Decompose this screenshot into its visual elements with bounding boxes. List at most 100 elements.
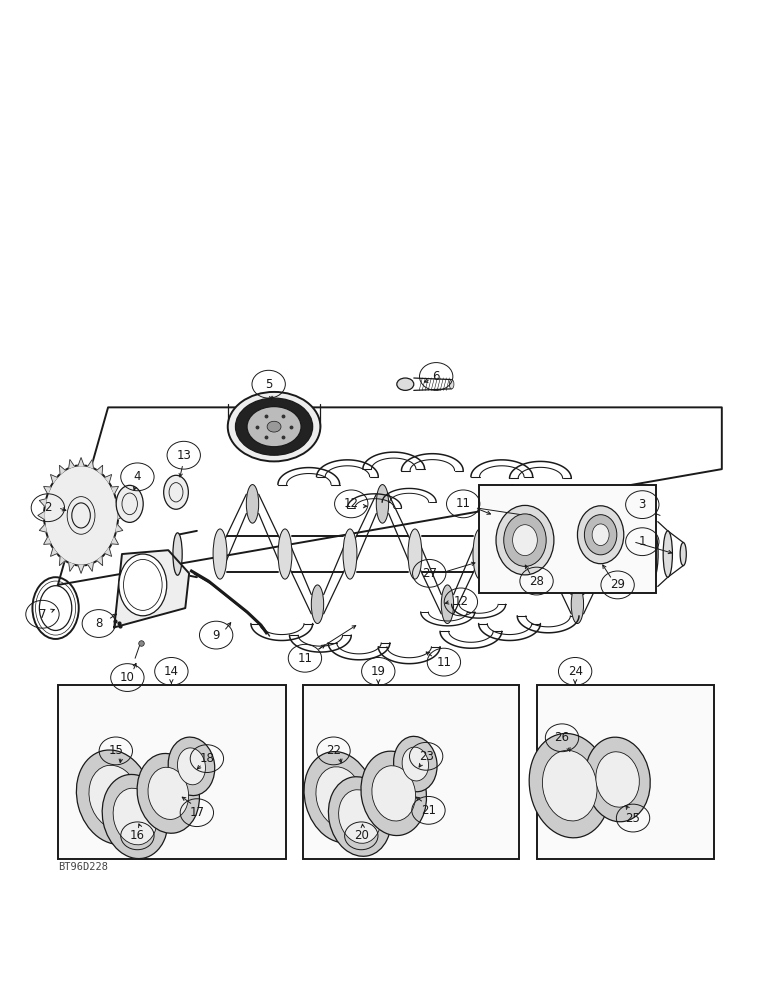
Text: 4: 4 — [134, 470, 141, 483]
Polygon shape — [50, 548, 57, 556]
Text: 12: 12 — [344, 497, 359, 510]
Polygon shape — [114, 550, 189, 627]
Polygon shape — [78, 458, 84, 465]
Text: 27: 27 — [422, 567, 437, 580]
Text: 15: 15 — [108, 744, 124, 757]
Polygon shape — [105, 548, 112, 556]
Text: 7: 7 — [39, 608, 46, 621]
Polygon shape — [118, 512, 124, 519]
Ellipse shape — [603, 529, 617, 579]
Text: BT96D228: BT96D228 — [58, 862, 108, 872]
Ellipse shape — [102, 774, 168, 859]
Text: 25: 25 — [625, 812, 641, 825]
Ellipse shape — [376, 485, 388, 523]
Ellipse shape — [267, 421, 281, 432]
Polygon shape — [44, 537, 50, 544]
Ellipse shape — [592, 524, 609, 546]
Ellipse shape — [584, 515, 617, 555]
Ellipse shape — [473, 529, 487, 579]
Text: 19: 19 — [371, 665, 386, 678]
Text: 10: 10 — [120, 671, 135, 684]
Ellipse shape — [113, 788, 157, 845]
Ellipse shape — [529, 733, 611, 838]
Text: 11: 11 — [297, 652, 313, 665]
Text: 20: 20 — [354, 829, 369, 842]
Polygon shape — [59, 465, 65, 474]
Ellipse shape — [137, 753, 199, 833]
Ellipse shape — [397, 378, 414, 390]
Text: 6: 6 — [432, 370, 440, 383]
Ellipse shape — [76, 750, 152, 844]
Ellipse shape — [89, 765, 140, 829]
Polygon shape — [39, 525, 46, 532]
Polygon shape — [50, 474, 57, 483]
Bar — [537, 685, 714, 859]
Ellipse shape — [116, 485, 144, 522]
Ellipse shape — [304, 752, 375, 843]
Text: 12: 12 — [453, 595, 469, 608]
Polygon shape — [88, 563, 93, 571]
Ellipse shape — [506, 485, 519, 523]
Ellipse shape — [278, 529, 292, 579]
Ellipse shape — [585, 737, 650, 822]
Ellipse shape — [639, 521, 658, 587]
Text: 2: 2 — [44, 501, 52, 514]
Text: 17: 17 — [189, 806, 205, 819]
Ellipse shape — [408, 529, 422, 579]
Ellipse shape — [119, 554, 167, 616]
Ellipse shape — [328, 777, 391, 856]
Ellipse shape — [316, 767, 364, 828]
Ellipse shape — [361, 751, 426, 836]
Ellipse shape — [543, 750, 597, 821]
Text: 8: 8 — [95, 617, 103, 630]
Ellipse shape — [173, 533, 182, 575]
Polygon shape — [69, 563, 74, 571]
Text: 14: 14 — [164, 665, 179, 678]
Text: 23: 23 — [418, 750, 434, 763]
Text: 28: 28 — [529, 575, 544, 588]
Ellipse shape — [168, 737, 215, 796]
Ellipse shape — [394, 736, 437, 792]
Ellipse shape — [178, 748, 205, 785]
Bar — [303, 685, 519, 859]
Ellipse shape — [339, 790, 381, 843]
Ellipse shape — [442, 585, 454, 624]
Ellipse shape — [311, 585, 323, 624]
Polygon shape — [116, 525, 123, 532]
Ellipse shape — [246, 485, 259, 523]
Ellipse shape — [148, 767, 188, 819]
Ellipse shape — [496, 505, 554, 575]
Text: 11: 11 — [455, 497, 471, 510]
Text: 3: 3 — [638, 498, 646, 511]
Polygon shape — [88, 460, 93, 468]
Text: 16: 16 — [130, 829, 145, 842]
Ellipse shape — [577, 506, 624, 564]
Polygon shape — [112, 486, 118, 494]
Text: 24: 24 — [567, 665, 583, 678]
Polygon shape — [39, 499, 46, 506]
Text: 11: 11 — [436, 656, 452, 669]
Ellipse shape — [228, 392, 320, 461]
Ellipse shape — [213, 529, 227, 579]
Polygon shape — [44, 486, 50, 494]
Ellipse shape — [663, 531, 672, 577]
Ellipse shape — [596, 752, 639, 807]
Polygon shape — [78, 565, 84, 573]
Ellipse shape — [235, 398, 313, 455]
Text: 1: 1 — [638, 535, 646, 548]
Ellipse shape — [164, 475, 188, 509]
Polygon shape — [105, 474, 112, 483]
Text: 5: 5 — [265, 378, 273, 391]
Ellipse shape — [680, 542, 686, 566]
Text: 26: 26 — [554, 731, 570, 744]
Ellipse shape — [247, 407, 301, 447]
Ellipse shape — [343, 529, 357, 579]
Polygon shape — [69, 460, 74, 468]
Polygon shape — [112, 537, 118, 544]
Polygon shape — [38, 512, 44, 519]
Ellipse shape — [44, 465, 118, 566]
Text: 18: 18 — [199, 752, 215, 765]
Text: 22: 22 — [326, 744, 341, 757]
Ellipse shape — [538, 529, 552, 579]
Polygon shape — [97, 557, 103, 566]
